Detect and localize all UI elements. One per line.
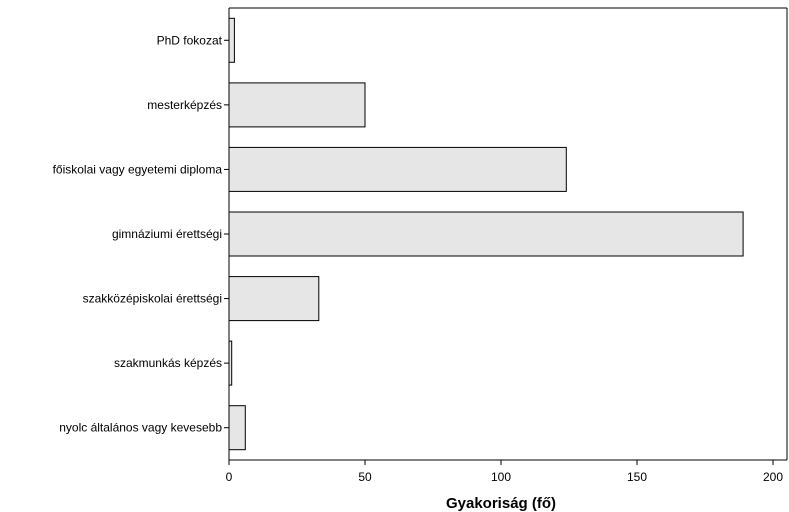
x-tick-label: 150 — [627, 470, 647, 484]
y-tick-label: szakközépiskolai érettségi — [83, 292, 222, 306]
x-tick-label: 200 — [763, 470, 783, 484]
y-axis: PhD fokozat mesterképzés főiskolai vagy eg… — [53, 8, 230, 460]
x-axis-title: Gyakoriság (fő) — [446, 495, 556, 512]
bar — [228, 146, 567, 192]
bar — [228, 17, 235, 63]
x-axis: 0 50 100 150 200 — [226, 459, 787, 484]
bar — [228, 211, 744, 257]
y-tick-label: PhD fokozat — [157, 33, 223, 47]
plot-frame — [229, 7, 788, 460]
y-tick-label: nyolc általános vagy kevesebb — [59, 421, 222, 435]
bar — [228, 82, 366, 128]
x-tick-label: 100 — [491, 470, 511, 484]
x-tick-label: 50 — [358, 470, 372, 484]
x-tick-label: 0 — [226, 470, 233, 484]
y-tick-label: mesterképzés — [147, 98, 222, 112]
bars-group — [228, 17, 744, 451]
y-tick-label: főiskolai vagy egyetemi diploma — [53, 162, 223, 176]
y-tick-label: gimnáziumi érettségi — [112, 227, 222, 241]
bar — [228, 276, 320, 322]
bar — [228, 405, 246, 451]
y-tick-label: szakmunkás képzés — [114, 356, 222, 370]
